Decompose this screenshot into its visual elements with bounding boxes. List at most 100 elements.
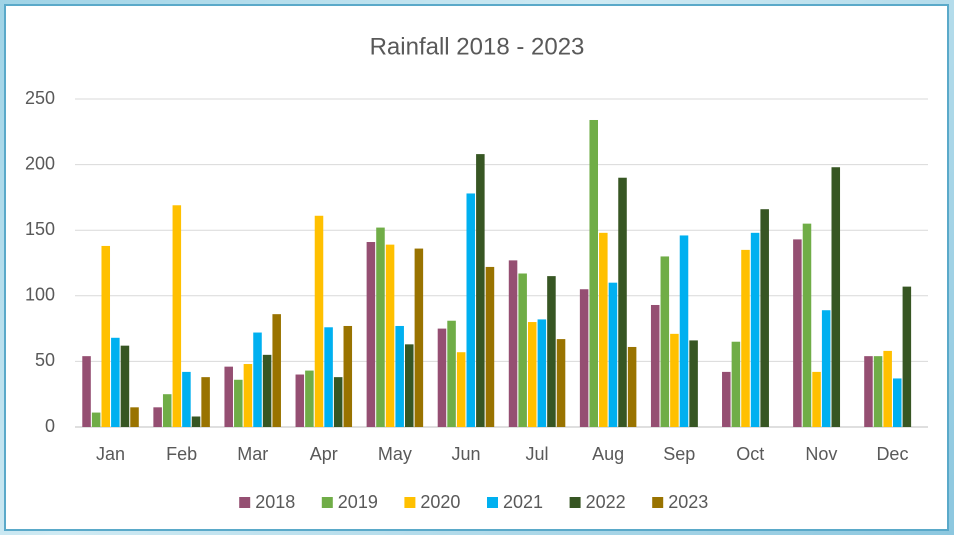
bar — [314, 215, 324, 427]
x-tick-label: Oct — [736, 444, 764, 464]
bar — [750, 232, 760, 427]
y-tick-label: 200 — [25, 153, 55, 173]
bar — [130, 407, 139, 427]
x-tick-label: Feb — [166, 444, 197, 464]
legend-label: 2023 — [668, 492, 708, 512]
x-tick-label: Mar — [237, 444, 268, 464]
bar — [618, 177, 627, 427]
x-tick-label: Apr — [310, 444, 338, 464]
bar — [162, 394, 172, 427]
bar — [305, 370, 314, 427]
legend-label: 2021 — [503, 492, 543, 512]
bar — [343, 325, 353, 427]
bar — [722, 371, 731, 427]
bar — [476, 154, 485, 427]
bar — [234, 379, 243, 427]
bar — [679, 235, 689, 427]
bar — [485, 266, 495, 427]
bar — [405, 344, 414, 427]
bar — [91, 412, 101, 427]
y-tick-label: 100 — [25, 285, 55, 305]
bar — [864, 356, 873, 427]
x-tick-label: Sep — [663, 444, 695, 464]
bar — [650, 304, 660, 427]
bar — [670, 333, 679, 427]
bar — [821, 310, 831, 427]
bar — [243, 364, 253, 427]
bar — [295, 374, 305, 427]
bar — [731, 341, 741, 427]
bar — [333, 377, 343, 427]
bar — [589, 119, 598, 427]
bar — [262, 354, 272, 427]
bar — [599, 232, 608, 427]
x-tick-label: Aug — [592, 444, 624, 464]
bar — [253, 332, 262, 427]
bar — [660, 256, 670, 427]
bar — [760, 209, 769, 427]
bar — [182, 371, 191, 427]
bar — [120, 345, 130, 427]
bar — [527, 322, 537, 427]
bar — [324, 327, 333, 427]
bar — [376, 227, 385, 427]
bar — [366, 242, 376, 427]
bar — [153, 407, 162, 427]
bar — [802, 223, 812, 427]
bar — [556, 339, 566, 427]
legend-swatch — [321, 497, 333, 508]
bar — [395, 325, 404, 427]
bar — [201, 377, 210, 427]
legend-label: 2018 — [255, 492, 295, 512]
y-tick-label: 150 — [25, 219, 55, 239]
bar — [456, 352, 466, 427]
bar — [172, 205, 182, 427]
bar — [892, 378, 902, 427]
bar — [447, 320, 456, 427]
bar — [689, 340, 698, 427]
bar — [191, 416, 201, 427]
bar — [101, 245, 111, 427]
bar — [741, 249, 750, 427]
bar — [812, 371, 821, 427]
legend-label: 2019 — [338, 492, 378, 512]
bar — [82, 356, 91, 427]
legend-swatch — [239, 497, 251, 508]
bar — [873, 356, 883, 427]
bar — [437, 328, 447, 427]
bar — [537, 319, 547, 427]
y-tick-label: 50 — [35, 350, 55, 370]
bar — [579, 289, 589, 427]
legend-swatch — [652, 497, 664, 508]
bar — [385, 244, 395, 427]
legend-label: 2022 — [586, 492, 626, 512]
x-tick-label: Nov — [805, 444, 837, 464]
x-tick-label: Dec — [876, 444, 908, 464]
x-tick-label: Jan — [96, 444, 125, 464]
y-tick-label: 250 — [25, 88, 55, 108]
bar — [793, 239, 802, 427]
bar — [518, 273, 527, 427]
bar — [272, 314, 281, 427]
bar — [883, 350, 892, 427]
bar — [111, 337, 120, 427]
bar — [547, 276, 556, 427]
legend-swatch — [569, 497, 581, 508]
chart-title: Rainfall 2018 - 2023 — [370, 33, 585, 60]
x-tick-label: Jul — [526, 444, 549, 464]
y-tick-label: 0 — [45, 416, 55, 436]
legend-swatch — [487, 497, 498, 508]
bar — [224, 366, 233, 427]
bar — [831, 167, 841, 427]
x-tick-label: Jun — [451, 444, 480, 464]
x-tick-label: May — [378, 444, 412, 464]
legend-swatch — [404, 497, 416, 508]
bar — [414, 248, 424, 427]
bar — [902, 286, 912, 427]
bar — [466, 193, 476, 427]
bar — [627, 346, 637, 427]
bar — [608, 282, 618, 427]
legend-label: 2020 — [420, 492, 460, 512]
